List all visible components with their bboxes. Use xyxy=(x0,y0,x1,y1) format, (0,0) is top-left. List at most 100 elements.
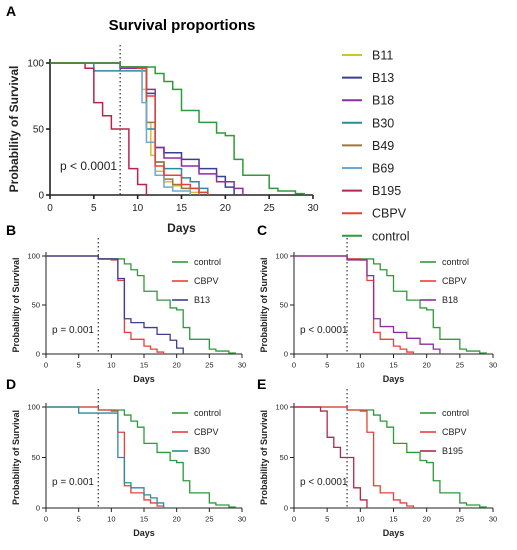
legend-label: control xyxy=(442,408,469,418)
y-tick-label: 0 xyxy=(38,191,44,202)
p-value-annotation: p = 0.001 xyxy=(52,325,94,336)
y-tick-label: 50 xyxy=(280,301,288,310)
panel-b: B 0 5 10 15 20 25 30 0 50 100 Days Probability of S… xyxy=(6,222,246,384)
series-line-b13 xyxy=(46,255,184,354)
x-tick-label: 5 xyxy=(77,361,81,370)
legend-label: B18 xyxy=(442,295,458,305)
x-tick-label: 0 xyxy=(47,203,53,214)
x-tick-label: 30 xyxy=(489,515,497,524)
x-axis-label: Days xyxy=(133,528,155,538)
panel-letter-c: C xyxy=(257,222,267,238)
x-tick-label: 10 xyxy=(107,515,115,524)
y-tick-label: 0 xyxy=(36,504,40,513)
y-tick-label: 0 xyxy=(284,350,288,359)
x-tick-label: 25 xyxy=(205,515,213,524)
x-tick-label: 25 xyxy=(456,361,464,370)
legend-label: B49 xyxy=(372,139,394,153)
series-line-cbpv xyxy=(46,406,165,508)
p-value-annotation: p < 0.0001 xyxy=(300,477,348,488)
legend-label: control xyxy=(442,257,469,267)
series-line-b195 xyxy=(294,406,368,508)
x-tick-label: 0 xyxy=(292,361,296,370)
y-tick-label: 50 xyxy=(32,453,40,462)
y-axis-label: Probability of Survival xyxy=(11,410,21,505)
panel-e: E 0 5 10 15 20 25 30 0 50 100 Days Probability of S… xyxy=(257,376,497,538)
legend-label: B18 xyxy=(372,94,394,108)
panel-letter-a: A xyxy=(6,3,16,19)
legend-label: B13 xyxy=(194,295,210,305)
x-tick-label: 25 xyxy=(264,203,276,214)
legend-label: B195 xyxy=(372,184,401,198)
x-tick-label: 5 xyxy=(77,515,81,524)
legend-a: B11 B13 B18 B30 B49 B69 B195 CBPV control xyxy=(342,49,410,243)
legend-label: B30 xyxy=(194,446,210,456)
p-value-annotation: p = 0.001 xyxy=(52,477,94,488)
panel-letter-b: B xyxy=(6,222,16,238)
x-tick-label: 5 xyxy=(91,203,97,214)
y-axis-label: Probability of Survival xyxy=(7,66,21,193)
y-axis-label: Probability of Survival xyxy=(11,257,21,352)
x-tick-label: 15 xyxy=(389,361,397,370)
x-tick-label: 10 xyxy=(107,361,115,370)
legend-label: CBPV xyxy=(194,427,219,437)
y-tick-label: 0 xyxy=(284,504,288,513)
series-line-cbpv xyxy=(46,255,165,354)
x-tick-label: 0 xyxy=(44,361,48,370)
series-line-control xyxy=(50,62,305,195)
y-tick-label: 0 xyxy=(36,350,40,359)
x-tick-label: 10 xyxy=(356,361,364,370)
x-axis-label: Days xyxy=(383,374,405,384)
legend-label: CBPV xyxy=(372,207,407,221)
chart-title: Survival proportions xyxy=(109,17,256,34)
x-axis-label: Days xyxy=(383,528,405,538)
legend-label: B13 xyxy=(372,71,394,85)
x-tick-label: 30 xyxy=(307,203,319,214)
x-tick-label: 10 xyxy=(356,515,364,524)
p-value-annotation: p < 0.0001 xyxy=(300,325,348,336)
series-line-b18 xyxy=(294,255,441,354)
x-tick-label: 15 xyxy=(140,515,148,524)
legend-label: control xyxy=(194,408,221,418)
x-tick-label: 5 xyxy=(325,361,329,370)
legend-label: B30 xyxy=(372,116,394,130)
x-tick-label: 30 xyxy=(489,361,497,370)
series-line-control xyxy=(294,406,488,508)
series-line-b30 xyxy=(46,406,165,508)
y-tick-label: 100 xyxy=(27,403,40,412)
y-tick-label: 100 xyxy=(27,59,44,70)
x-tick-label: 20 xyxy=(220,203,232,214)
plot-area-a: 0 5 10 15 20 25 30 0 50 100 Days Probability of Sur… xyxy=(7,45,319,235)
x-tick-label: 15 xyxy=(389,515,397,524)
legend-label: CBPV xyxy=(442,427,467,437)
x-tick-label: 20 xyxy=(172,361,180,370)
y-tick-label: 50 xyxy=(280,453,288,462)
y-tick-label: 50 xyxy=(33,125,45,136)
x-tick-label: 20 xyxy=(422,361,430,370)
legend-label: CBPV xyxy=(442,276,467,286)
y-tick-label: 100 xyxy=(275,252,288,261)
series-line-b195 xyxy=(50,62,148,195)
panel-letter-e: E xyxy=(257,376,266,392)
plot-area-e: 0 5 10 15 20 25 30 0 50 100 Days Probability of Sur… xyxy=(259,389,497,538)
x-tick-label: 20 xyxy=(172,515,180,524)
y-tick-label: 100 xyxy=(275,403,288,412)
y-tick-label: 100 xyxy=(27,252,40,261)
panel-letter-d: D xyxy=(6,376,16,392)
legend-label: control xyxy=(372,229,410,243)
panel-a: A Survival proportions 0 5 10 15 20 25 30 0 50 10… xyxy=(6,3,410,243)
series-line-control xyxy=(294,255,488,354)
x-tick-label: 15 xyxy=(176,203,188,214)
x-tick-label: 30 xyxy=(238,515,246,524)
panel-d: D 0 5 10 15 20 25 30 0 50 100 Days Probability of S… xyxy=(6,376,246,538)
x-tick-label: 30 xyxy=(238,361,246,370)
x-axis-label: Days xyxy=(167,221,196,235)
series-line-cbpv xyxy=(294,406,415,508)
x-tick-label: 25 xyxy=(205,361,213,370)
legend-label: B195 xyxy=(442,446,463,456)
y-axis-label: Probability of Survival xyxy=(259,257,269,352)
x-tick-label: 15 xyxy=(140,361,148,370)
plot-area-d: 0 5 10 15 20 25 30 0 50 100 Days Probability of Sur… xyxy=(11,389,246,538)
y-axis-label: Probability of Survival xyxy=(259,410,269,505)
x-tick-label: 5 xyxy=(325,515,329,524)
